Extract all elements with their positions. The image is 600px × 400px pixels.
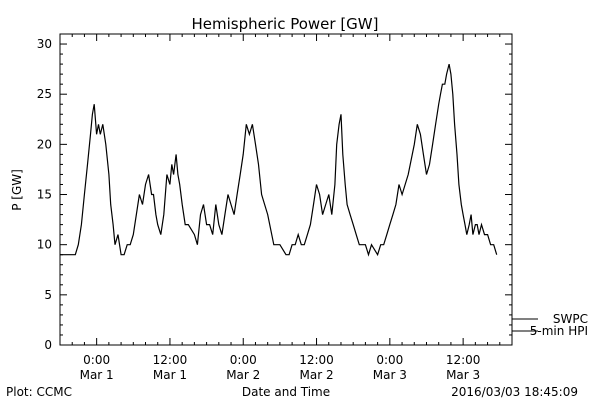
x-tick-label-date: Mar 2 [299, 368, 333, 382]
series-line [60, 63, 498, 257]
y-tick-label: 30 [37, 37, 52, 51]
x-tick-label-date: Mar 3 [373, 368, 407, 382]
plot-frame [59, 33, 513, 346]
x-tick-label-time: 0:00 [230, 353, 257, 367]
x-axis-label: Date and Time [242, 385, 330, 399]
x-tick-label-date: Mar 1 [153, 368, 187, 382]
y-tick-label: 10 [37, 238, 52, 252]
x-tick-label-time: 0:00 [376, 353, 403, 367]
x-tick-label-time: 0:00 [83, 353, 110, 367]
x-tick-label-date: Mar 1 [80, 368, 114, 382]
footer-timestamp: 2016/03/03 18:45:09 [451, 385, 578, 399]
x-tick-label-date: Mar 3 [446, 368, 480, 382]
chart-title: Hemispheric Power [GW] [192, 15, 379, 33]
y-tick-label: 25 [37, 87, 52, 101]
x-tick-label-time: 12:00 [153, 353, 188, 367]
x-tick-label-date: Mar 2 [226, 368, 260, 382]
legend-label: 5-min HPI [530, 324, 588, 338]
y-tick-label: 15 [37, 188, 52, 202]
legend-label: SWPC [553, 312, 588, 326]
y-axis-label: P [GW] [10, 169, 24, 211]
footer-plot-credit: Plot: CCMC [6, 385, 72, 399]
y-tick-label: 0 [44, 338, 52, 352]
x-tick-label-time: 12:00 [299, 353, 334, 367]
x-tick-label-time: 12:00 [446, 353, 481, 367]
y-tick-label: 5 [44, 288, 52, 302]
plot-layer [60, 63, 498, 257]
y-tick-label: 20 [37, 137, 52, 151]
